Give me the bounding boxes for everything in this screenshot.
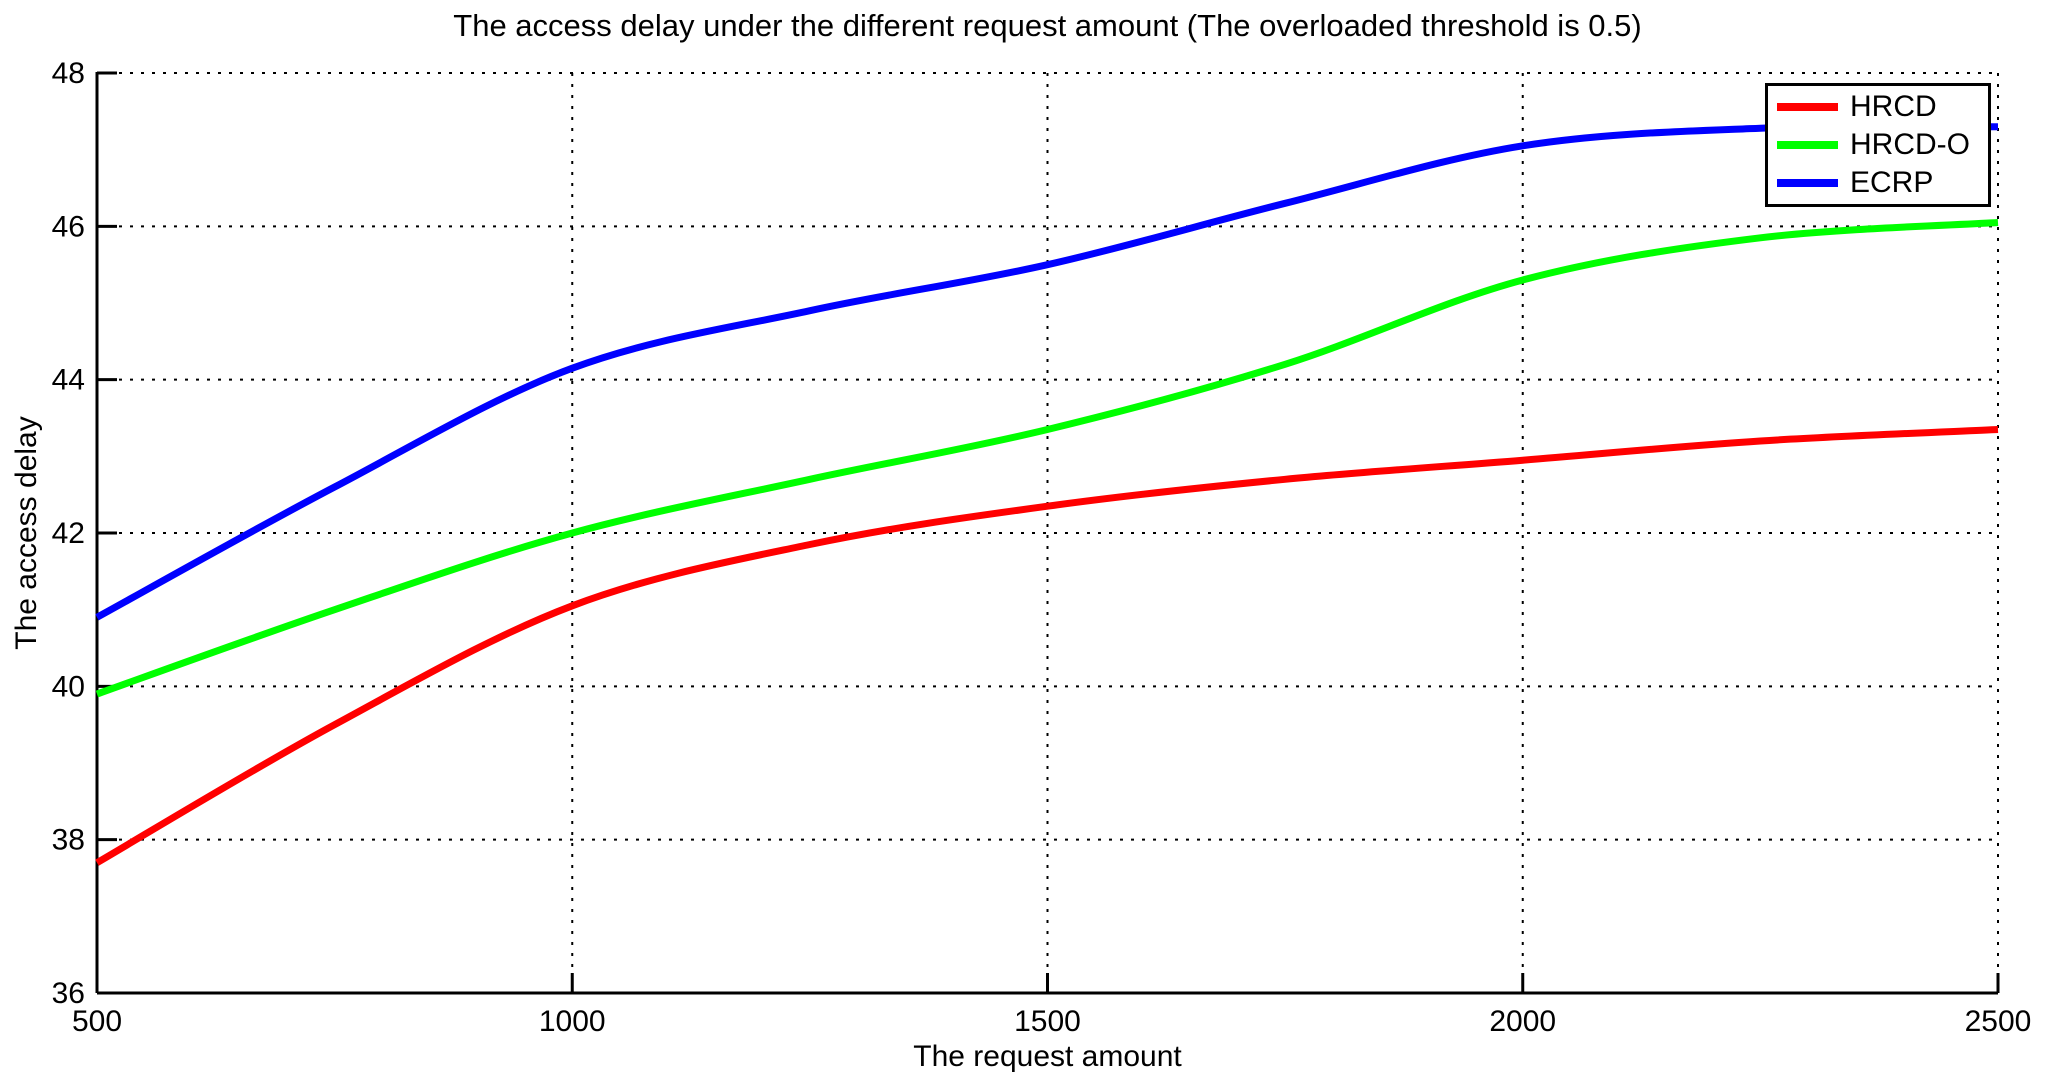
svg-text:44: 44 [52,364,85,397]
svg-text:2000: 2000 [1489,1005,1556,1038]
svg-text:1500: 1500 [1014,1005,1081,1038]
legend-label-ecrp: ECRP [1850,166,1934,199]
legend: HRCD HRCD-O ECRP [1765,83,1991,207]
legend-label-hrcd-o: HRCD-O [1850,128,1970,161]
svg-text:500: 500 [72,1005,122,1038]
svg-text:36: 36 [52,977,85,1010]
svg-text:48: 48 [52,57,85,90]
svg-text:40: 40 [52,670,85,703]
legend-item-hrcd: HRCD [1768,91,1988,124]
y-axis-label: The access delay [10,416,43,650]
svg-text:46: 46 [52,210,85,243]
x-axis-label: The request amount [913,1040,1182,1073]
series-line-hrcd-o [95,219,1999,698]
series-line-ecrp [95,122,1999,621]
series-line-hrcd [95,426,1999,866]
svg-text:1000: 1000 [539,1005,606,1038]
svg-text:42: 42 [52,517,85,550]
ecrp-line-sample [1777,179,1838,187]
svg-text:2500: 2500 [1965,1005,2032,1038]
svg-text:38: 38 [52,824,85,857]
chart-title: The access delay under the different req… [453,8,1642,43]
legend-item-hrcd-o: HRCD-O [1768,129,1988,162]
legend-item-ecrp: ECRP [1768,167,1988,200]
hrcd-line-sample [1777,103,1838,111]
legend-label-hrcd: HRCD [1850,90,1937,123]
hrcd-o-line-sample [1777,141,1838,149]
